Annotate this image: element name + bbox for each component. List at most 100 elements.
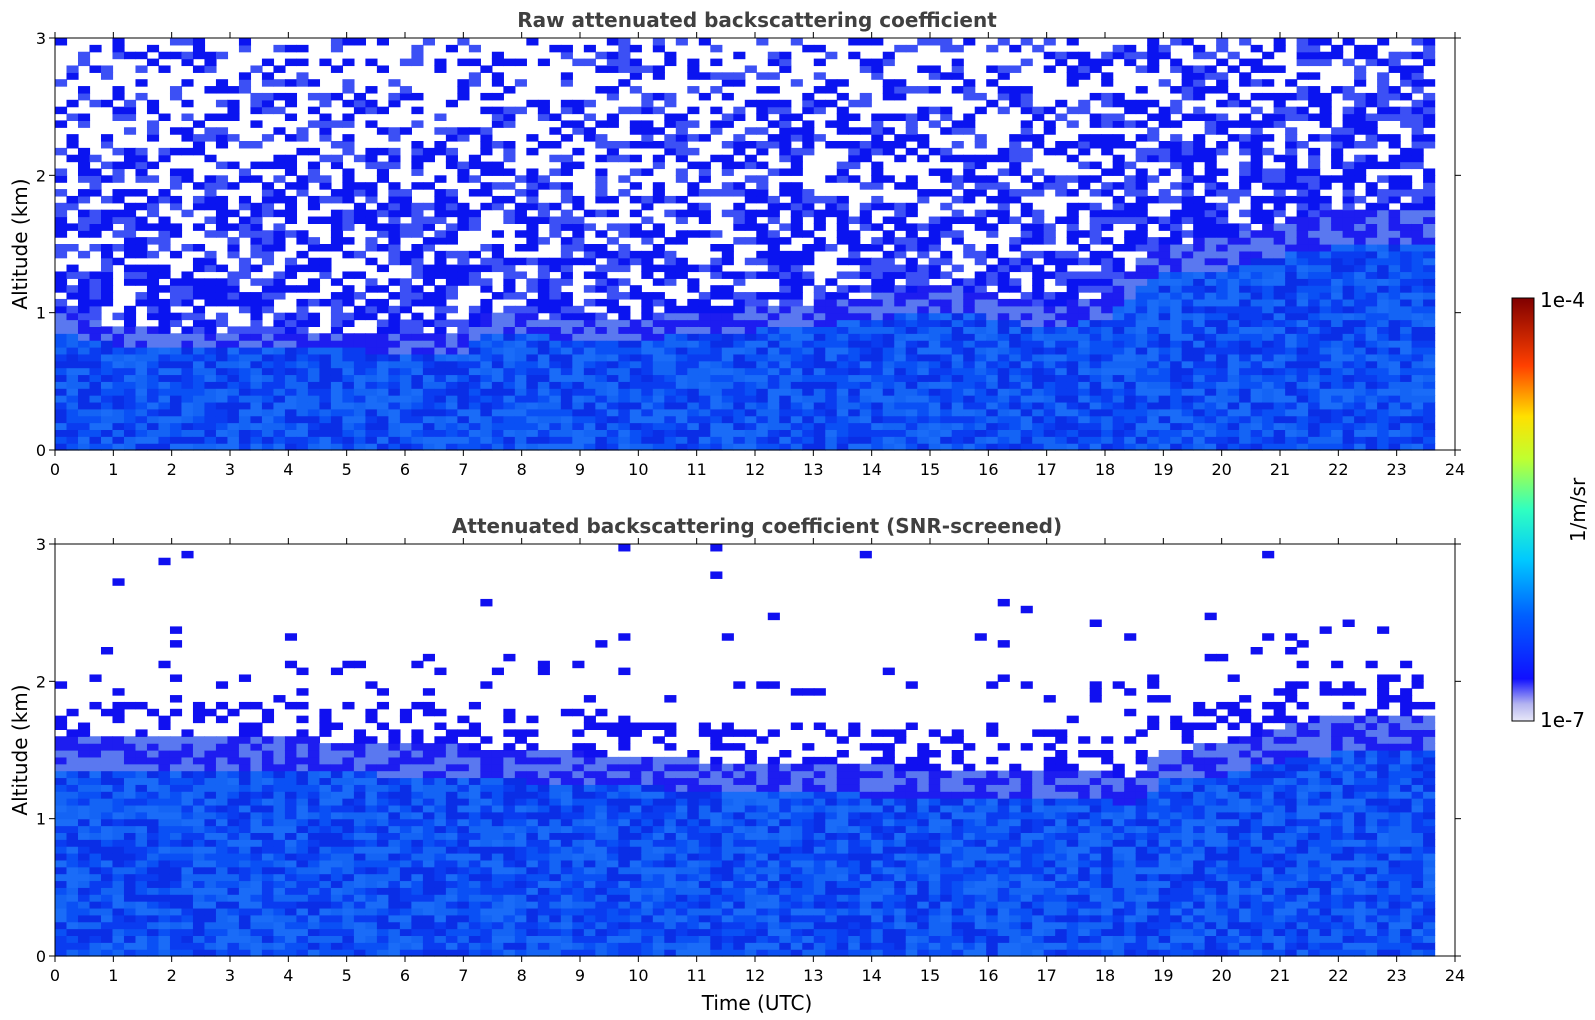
- heatmap-cell: [491, 72, 504, 80]
- heatmap-cell: [997, 271, 1010, 279]
- heatmap-cell: [526, 244, 539, 252]
- heatmap-cell: [238, 429, 252, 437]
- heatmap-cell: [1147, 278, 1160, 286]
- heatmap-cell: [1411, 38, 1424, 46]
- heatmap-cell: [951, 195, 964, 204]
- heatmap-cell: [123, 443, 137, 451]
- heatmap-cell: [411, 347, 424, 355]
- heatmap-cell: [1273, 367, 1286, 376]
- heatmap-cell: [1331, 415, 1344, 424]
- heatmap-cell: [1066, 395, 1079, 403]
- heatmap-cell: [986, 305, 999, 314]
- heatmap-cell: [365, 360, 378, 369]
- heatmap-cell: [319, 436, 332, 444]
- heatmap-cell: [606, 92, 619, 101]
- heatmap-cell: [825, 360, 838, 369]
- heatmap-cell: [1273, 326, 1286, 334]
- heatmap-cell: [514, 202, 527, 211]
- heatmap-cell: [1066, 319, 1079, 327]
- heatmap-cell: [514, 408, 527, 417]
- heatmap-cell: [756, 106, 769, 115]
- heatmap-cell: [1273, 360, 1286, 369]
- heatmap-cell: [1066, 38, 1079, 46]
- heatmap-cell: [1170, 388, 1183, 396]
- heatmap-cell: [1342, 202, 1355, 211]
- heatmap-cell: [917, 422, 930, 430]
- heatmap-cell: [1181, 347, 1194, 355]
- heatmap-cell: [825, 298, 838, 307]
- heatmap-cell: [215, 401, 229, 410]
- heatmap-cell: [675, 436, 688, 444]
- heatmap-cell: [491, 250, 504, 259]
- heatmap-cell: [1250, 298, 1263, 307]
- heatmap-cell: [767, 408, 780, 417]
- heatmap-cell: [549, 395, 562, 403]
- heatmap-cell: [55, 395, 68, 403]
- heatmap-cell: [756, 237, 769, 245]
- heatmap-cell: [227, 244, 240, 252]
- heatmap-cell: [951, 292, 964, 300]
- heatmap-cell: [836, 292, 849, 300]
- heatmap-cell: [882, 312, 895, 321]
- heatmap-cell: [572, 319, 585, 327]
- heatmap-cell: [779, 250, 792, 259]
- heatmap-cell: [756, 182, 769, 190]
- heatmap-cell: [928, 223, 941, 231]
- heatmap-cell: [123, 436, 137, 444]
- heatmap-cell: [1101, 395, 1114, 403]
- heatmap-cell: [1250, 257, 1263, 266]
- heatmap-cell: [215, 395, 229, 403]
- heatmap-cell: [1388, 367, 1401, 376]
- heatmap-cell: [204, 367, 217, 376]
- heatmap-cell: [100, 333, 114, 341]
- heatmap-cell: [365, 388, 378, 396]
- heatmap-cell: [928, 326, 941, 334]
- heatmap-cell: [307, 120, 321, 128]
- heatmap-cell: [1181, 429, 1194, 437]
- heatmap-cell: [1296, 422, 1309, 430]
- heatmap-cell: [1273, 312, 1286, 321]
- heatmap-cell: [1043, 127, 1056, 135]
- heatmap-cell: [779, 326, 792, 334]
- heatmap-cell: [1066, 216, 1079, 224]
- heatmap-cell: [1158, 388, 1171, 396]
- heatmap-cell: [974, 436, 987, 444]
- heatmap-cell: [583, 415, 596, 424]
- heatmap-cell: [733, 147, 746, 156]
- heatmap-cell: [1204, 395, 1217, 403]
- heatmap-cell: [1262, 168, 1275, 176]
- heatmap-cell: [204, 189, 217, 197]
- heatmap-cell: [1193, 271, 1206, 279]
- heatmap-cell: [250, 237, 263, 245]
- heatmap-cell: [307, 374, 321, 382]
- heatmap-cell: [319, 154, 332, 163]
- heatmap-cell: [238, 333, 252, 341]
- heatmap-cell: [146, 305, 160, 314]
- heatmap-cell: [698, 367, 711, 376]
- heatmap-cell: [549, 305, 562, 314]
- heatmap-cell: [123, 305, 137, 314]
- heatmap-cell: [1331, 429, 1344, 437]
- heatmap-cell: [1411, 216, 1424, 224]
- heatmap-cell: [296, 347, 309, 355]
- heatmap-cell: [1308, 58, 1321, 67]
- heatmap-cell: [974, 326, 987, 334]
- heatmap-cell: [629, 381, 642, 389]
- heatmap-cell: [1250, 285, 1263, 293]
- heatmap-cell: [261, 415, 275, 424]
- heatmap-cell: [1411, 264, 1424, 273]
- heatmap-cell: [675, 381, 688, 389]
- heatmap-cell: [250, 312, 263, 321]
- heatmap-cell: [802, 401, 815, 410]
- heatmap-cell: [100, 381, 114, 389]
- heatmap-cell: [1193, 443, 1206, 451]
- heatmap-cell: [146, 250, 160, 259]
- heatmap-cell: [1285, 319, 1298, 327]
- heatmap-cell: [1181, 285, 1194, 293]
- heatmap-cell: [997, 86, 1010, 94]
- heatmap-cell: [204, 175, 217, 183]
- heatmap-cell: [905, 408, 918, 417]
- heatmap-cell: [1032, 141, 1045, 149]
- heatmap-cell: [859, 147, 872, 156]
- heatmap-cell: [1101, 326, 1114, 334]
